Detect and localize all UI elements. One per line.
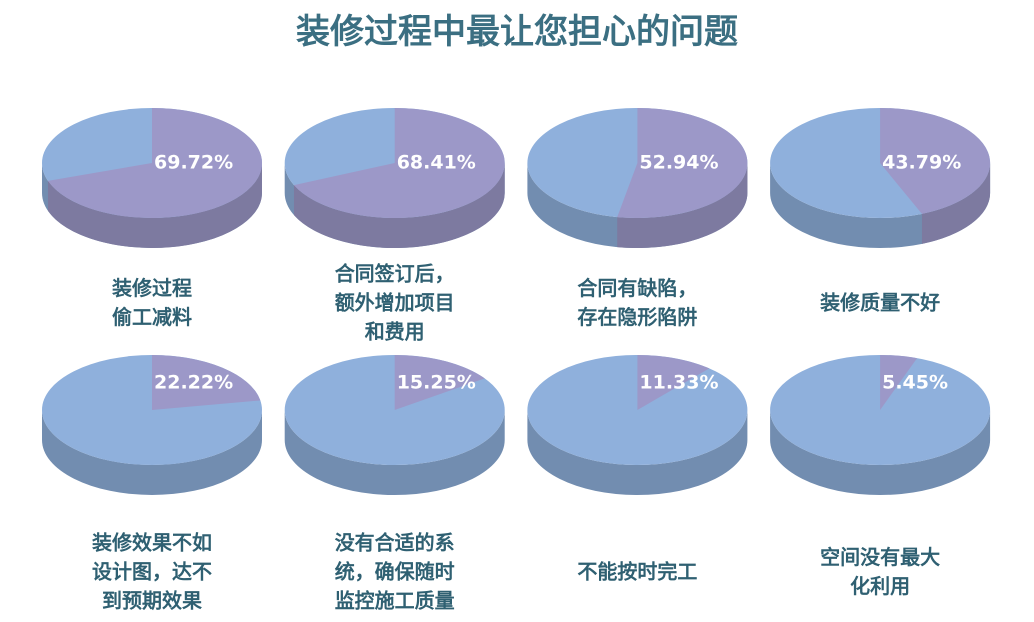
value-label: 68.41% bbox=[397, 152, 476, 174]
slice bbox=[394, 355, 485, 410]
slice-side bbox=[617, 163, 748, 248]
pie-side bbox=[284, 410, 505, 495]
value-label: 52.94% bbox=[639, 152, 718, 174]
pie-caption: 合同签订后， 额外增加项目 和费用 bbox=[334, 261, 455, 344]
value-label: 22.22% bbox=[154, 372, 233, 394]
pie-caption: 不能按时完工 bbox=[577, 559, 698, 584]
value-label: 43.79% bbox=[882, 152, 961, 174]
pie-caption: 没有合适的系 统，确保随时 监控施工质量 bbox=[334, 530, 455, 613]
pie-caption: 合同有缺陷， 存在隐形陷阱 bbox=[577, 276, 698, 329]
value-label: 69.72% bbox=[154, 152, 233, 174]
value-label: 5.45% bbox=[882, 372, 948, 394]
pie-caption: 装修质量不好 bbox=[820, 290, 941, 315]
value-label: 11.33% bbox=[639, 372, 718, 394]
pie-caption: 空间没有最大 化利用 bbox=[820, 545, 941, 598]
pie-side bbox=[770, 410, 991, 495]
pie-caption: 装修效果不如 设计图，达不 到预期效果 bbox=[92, 530, 212, 613]
slice bbox=[617, 108, 748, 219]
chart-title: 装修过程中最让您担心的问题 bbox=[296, 12, 738, 52]
slice bbox=[152, 355, 261, 410]
pie-side bbox=[527, 410, 748, 495]
slice-side bbox=[293, 163, 505, 249]
value-label: 15.25% bbox=[397, 372, 476, 394]
slice-side bbox=[47, 163, 263, 248]
slice bbox=[637, 355, 710, 410]
slice bbox=[880, 108, 991, 214]
pie-side bbox=[42, 410, 262, 495]
slice bbox=[880, 355, 918, 410]
slice bbox=[293, 108, 505, 218]
pie-caption: 装修过程 偷工减料 bbox=[112, 276, 192, 329]
slice-side bbox=[921, 163, 991, 244]
slice bbox=[47, 108, 262, 218]
